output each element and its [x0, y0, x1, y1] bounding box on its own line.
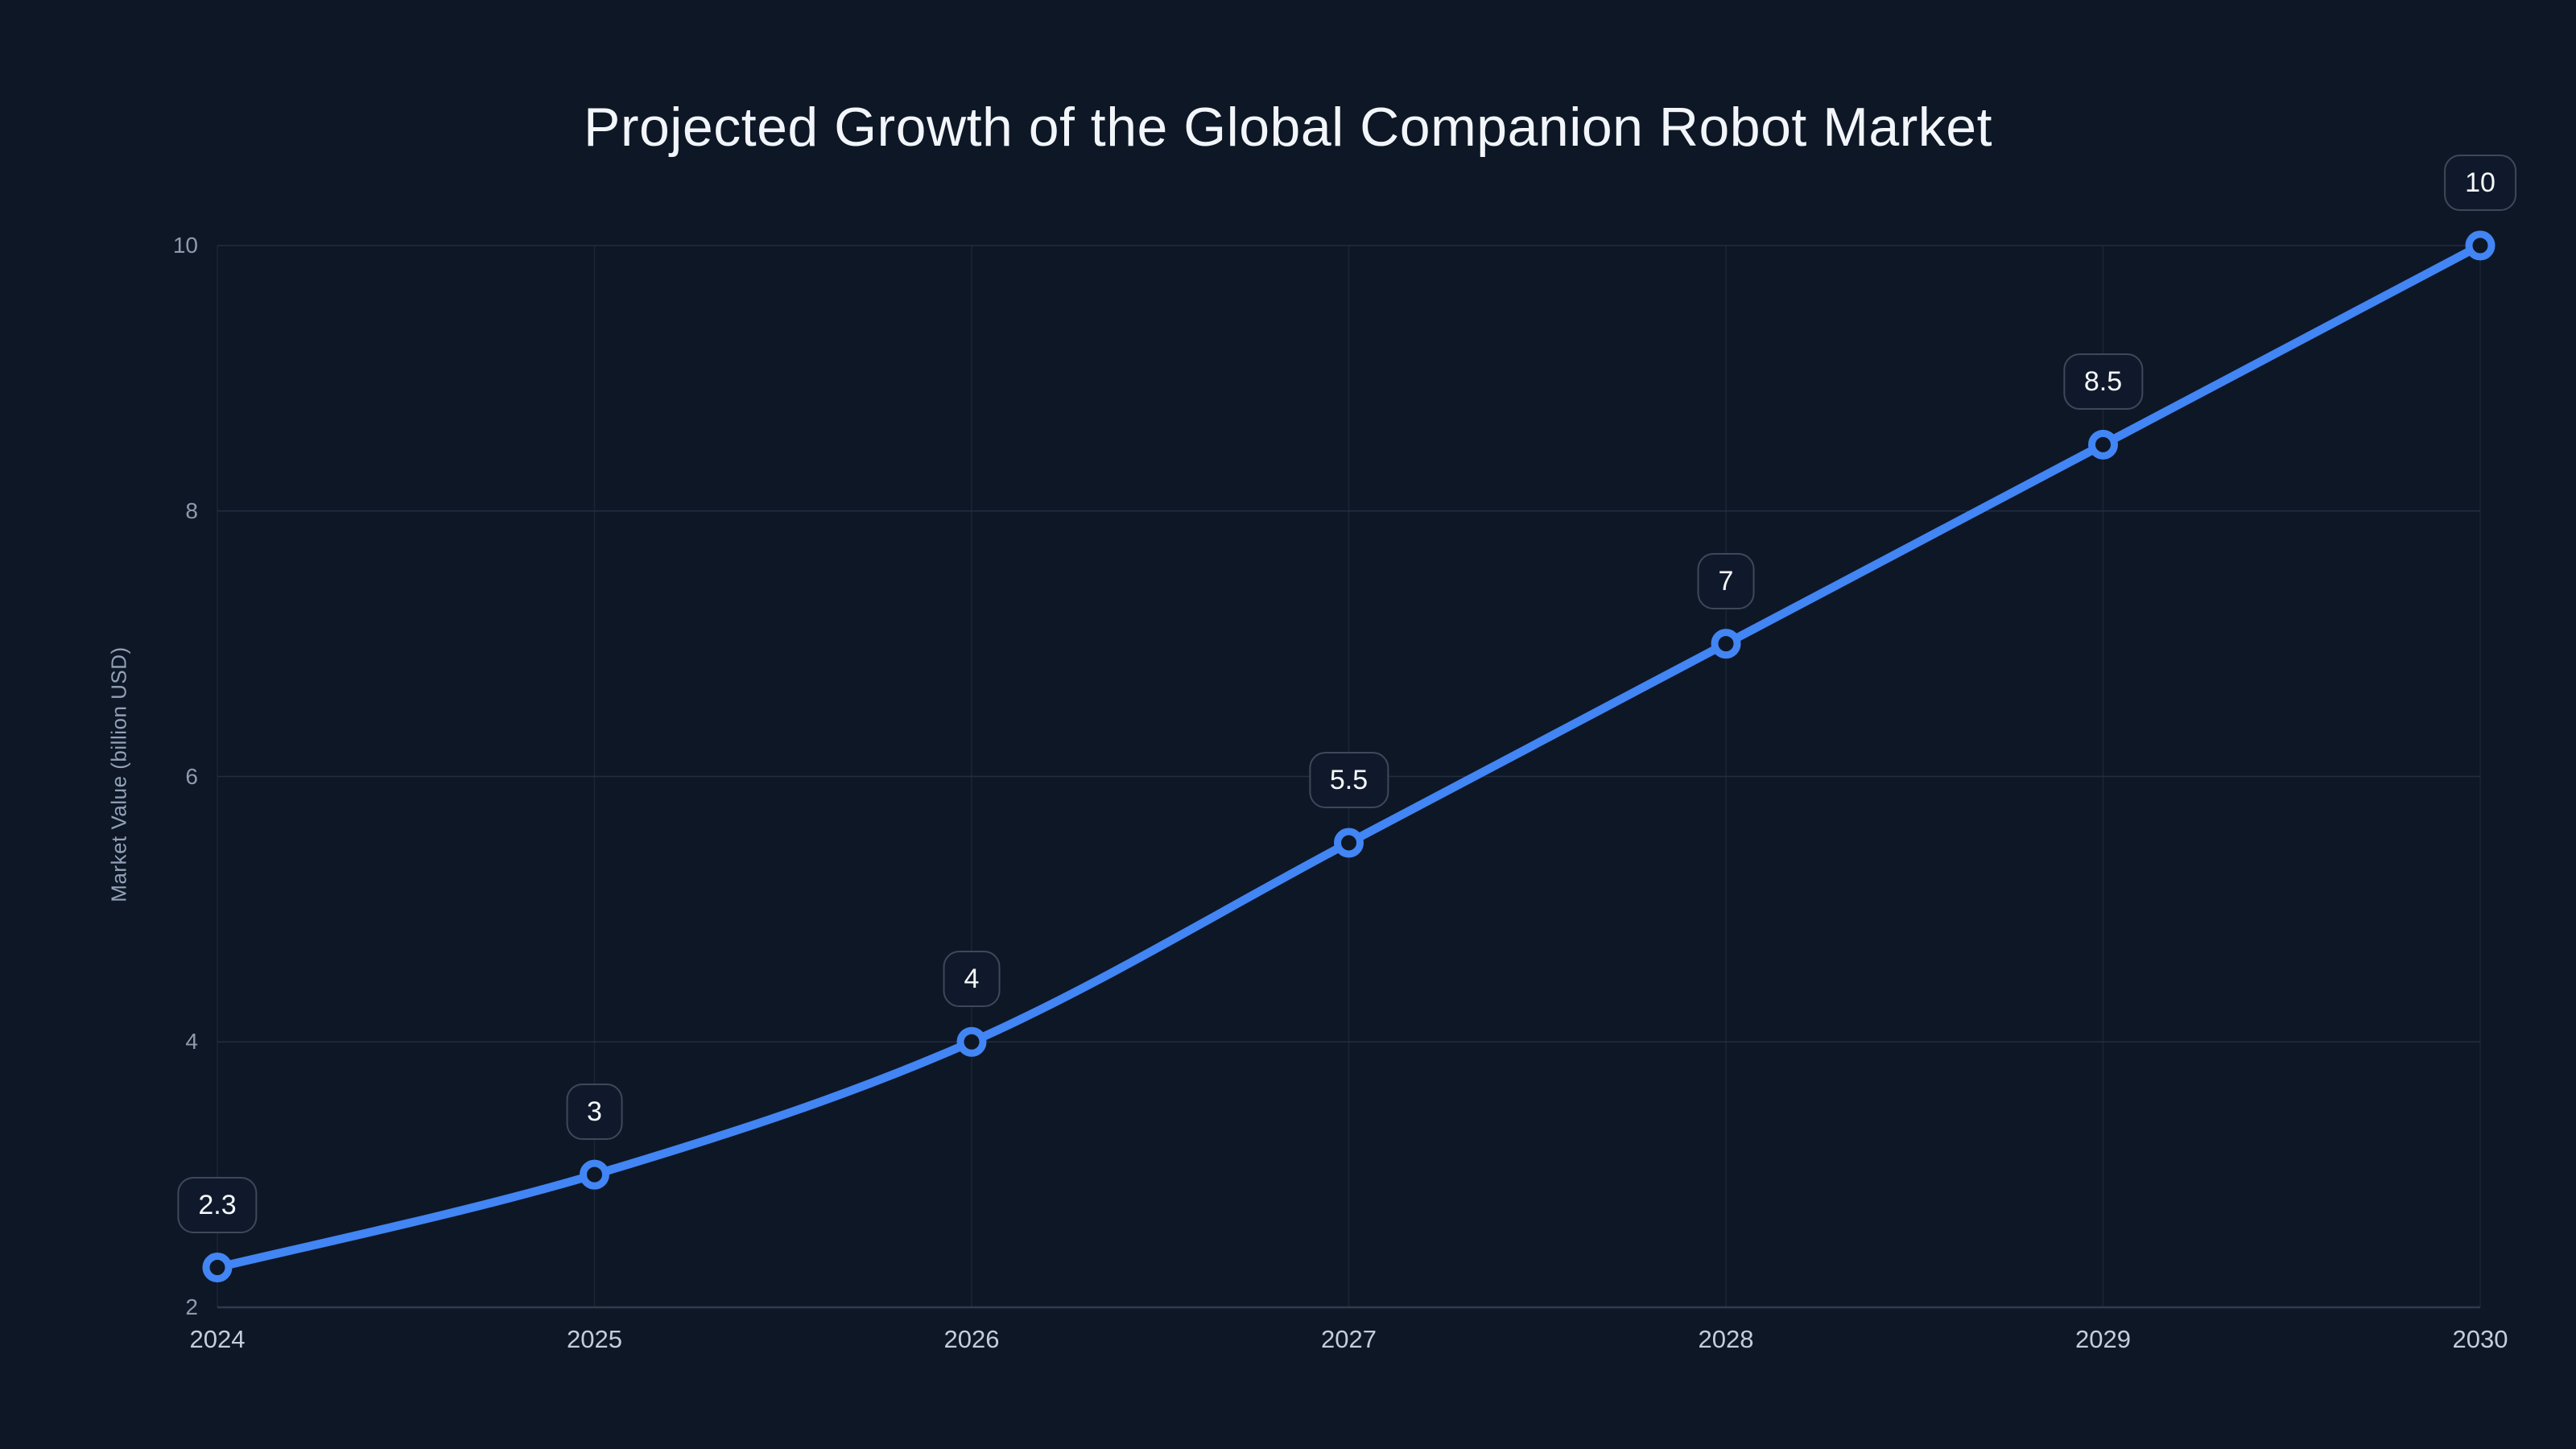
data-point-badge: 8.5 [2062, 353, 2144, 411]
y-tick-label: 8 [185, 497, 198, 523]
x-tick-label: 2027 [1321, 1325, 1377, 1353]
data-point-marker [2465, 230, 2496, 261]
data-point-badge: 5.5 [1308, 751, 1389, 808]
y-tick-label: 4 [185, 1029, 198, 1055]
y-tick-label: 6 [185, 763, 198, 789]
data-point-badge: 2.3 [177, 1176, 258, 1233]
x-tick-label: 2028 [1698, 1325, 1754, 1353]
x-tick-label: 2030 [2452, 1325, 2508, 1353]
chart-title: Projected Growth of the Global Companion… [583, 97, 1993, 158]
data-point-marker [1711, 629, 1741, 659]
y-tick-label: 2 [185, 1294, 198, 1319]
data-point-marker [202, 1253, 233, 1283]
data-point-badge: 4 [943, 951, 1001, 1008]
y-tick-label: 10 [172, 233, 198, 258]
data-point-marker [2088, 429, 2118, 460]
data-point-marker [580, 1159, 609, 1190]
x-tick-label: 2025 [567, 1325, 622, 1353]
data-point-marker [1334, 828, 1364, 858]
data-point-badge: 3 [566, 1084, 623, 1141]
data-point-badge: 7 [1697, 552, 1755, 609]
data-point-marker [956, 1026, 987, 1057]
x-tick-label: 2026 [943, 1325, 1000, 1353]
x-tick-label: 2029 [2075, 1325, 2131, 1353]
x-tick-label: 2024 [189, 1325, 246, 1353]
data-point-badge: 10 [2444, 155, 2516, 211]
